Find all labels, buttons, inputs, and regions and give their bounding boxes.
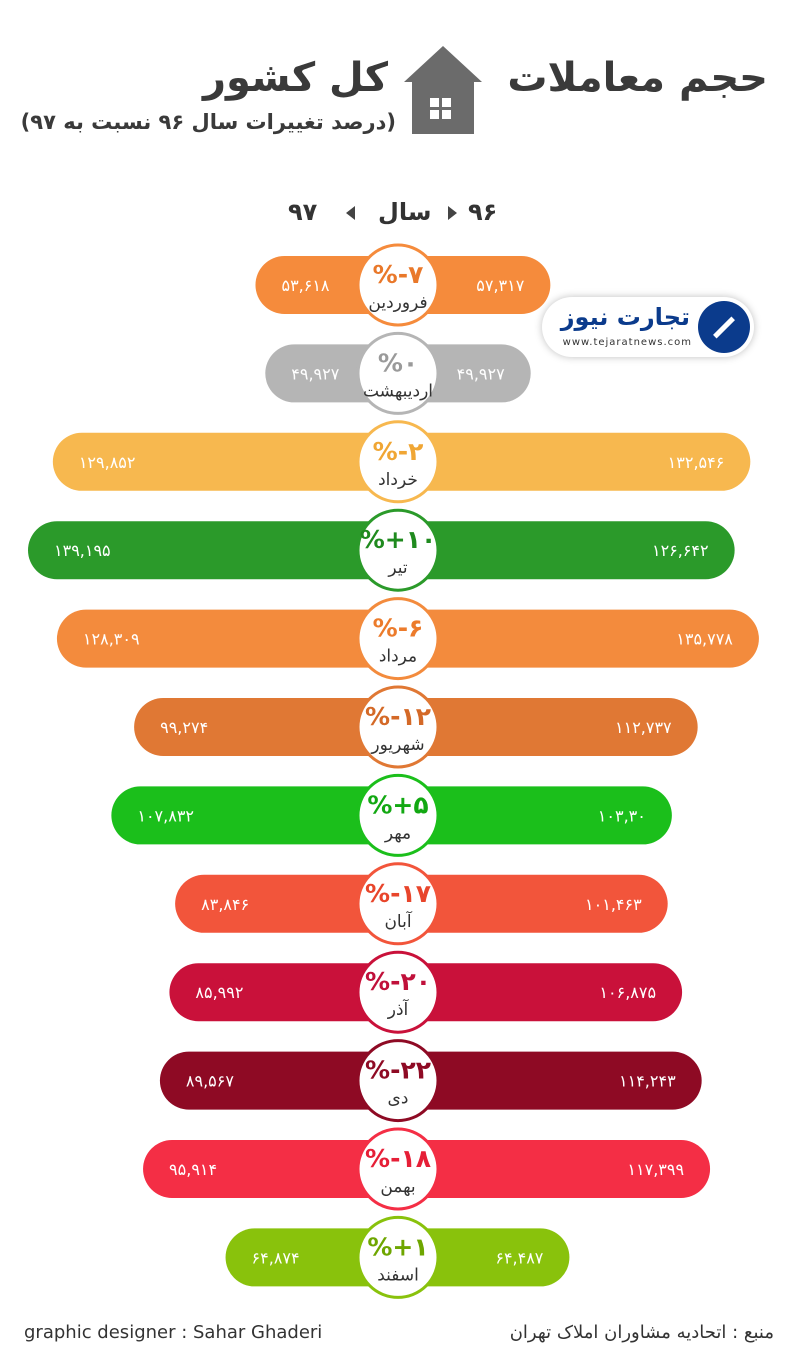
month-circle [356,243,440,327]
bar-97 [134,698,400,756]
value-97-label: ۸۳,۸۴۶ [201,895,249,914]
logo-name: تجارت نیوز [560,303,690,331]
month-label: مهر [384,823,411,843]
arrow-left-icon [346,206,355,220]
percent-change-label: %-۷ [373,260,424,289]
percent-change-label: %+۱۰ [360,525,437,554]
month-label: آذر [387,998,410,1020]
value-96-label: ۵۷,۳۱۷ [476,276,524,295]
arrow-right-icon [448,206,457,220]
month-circle [356,508,440,592]
month-label: تیر [387,558,408,578]
bar-96 [396,1228,570,1287]
year-caption: سال [378,198,432,226]
value-97-label: ۹۹,۲۷۴ [160,718,208,737]
bar-96 [396,609,759,668]
logo-url: www.tejaratnews.com [562,337,692,348]
page-title: حجم معاملات [507,55,768,101]
month-label: دی [388,1089,409,1109]
bar-97 [169,963,400,1022]
month-circle [356,1215,440,1299]
value-96-label: ۱۰۶,۸۷۵ [599,983,656,1002]
value-96-label: ۱۱۲,۷۳۷ [615,718,672,737]
bar-96 [396,874,668,933]
tejaratnews-logo: تجارت نیوز www.tejaratnews.com [542,297,754,357]
value-97-label: ۱۲۸,۳۰۹ [83,630,140,649]
percent-change-label: %-۶ [373,614,424,643]
percent-change-label: %-۲۰ [365,967,431,996]
page-subtitle: (درصد تغییرات سال ۹۶ نسبت به ۹۷) [20,110,396,134]
value-97-label: ۵۳,۶۱۸ [281,276,329,295]
value-97-label: ۶۴,۸۷۴ [252,1248,300,1267]
month-label: آبان [384,910,412,932]
month-label: اردیبهشت [363,381,433,401]
month-label: مرداد [379,647,417,667]
value-97-label: ۱۲۹,۸۵۲ [79,453,136,472]
bar-97 [225,1228,400,1287]
value-96-label: ۶۴,۴۸۷ [495,1248,543,1267]
source-credit: منبع : اتحادیه مشاوران املاک تهران [509,1322,774,1343]
month-circle [356,773,440,857]
bar-97 [28,521,400,580]
month-circle [356,950,440,1034]
percent-change-label: %-۲۲ [365,1056,431,1085]
bar-97 [175,874,400,933]
month-label: خرداد [378,470,418,490]
month-circle [356,597,440,681]
year-96-label: ۹۶ [468,198,498,226]
month-circle [356,1127,440,1211]
house-icon [404,46,482,134]
bar-96 [396,432,751,491]
bar-97 [159,1051,400,1110]
value-97-label: ۱۰۷,۸۳۲ [137,806,194,825]
value-96-label: ۱۳۵,۷۷۸ [676,630,733,649]
month-circle [356,331,440,415]
percent-change-label: %+۱ [367,1232,428,1261]
month-label: بهمن [380,1177,415,1197]
bar-96 [396,698,698,756]
value-96-label: ۱۰۳,۳۰ [598,806,646,825]
percent-change-label: %۰ [378,348,418,377]
bar-97 [52,432,400,491]
month-circle [356,685,440,769]
value-96-label: ۱۱۴,۲۴۳ [619,1072,676,1091]
month-circle [356,420,440,504]
value-97-label: ۸۹,۵۶۷ [186,1072,234,1091]
percent-change-label: %-۱۷ [365,879,431,908]
month-circle [356,1039,440,1123]
month-circle [356,862,440,946]
page-title-part2: کل کشور [203,55,388,101]
month-label: فروردین [368,293,427,313]
value-96-label: ۱۲۶,۶۴۲ [652,541,709,560]
designer-credit: graphic designer : Sahar Ghaderi [24,1322,323,1343]
bar-96 [396,521,735,580]
value-97-label: ۱۳۹,۱۹۵ [54,541,111,560]
value-96-label: ۱۰۱,۴۶۳ [585,895,642,914]
bar-96 [396,786,672,845]
percent-change-label: %-۲ [373,437,424,466]
percent-change-label: %-۱۸ [365,1144,431,1173]
logo-arrow-icon [698,301,750,353]
month-label: شهریور [370,735,424,755]
bar-96 [396,1051,702,1110]
value-96-label: ۴۹,۹۲۷ [457,364,505,383]
month-label: اسفند [377,1265,419,1285]
value-96-label: ۱۱۷,۳۹۹ [627,1160,684,1179]
value-97-label: ۸۵,۹۹۲ [195,983,243,1002]
bar-97 [56,609,401,668]
bar-96 [396,1140,711,1198]
bar-97 [143,1140,400,1198]
percent-change-label: %-۱۲ [365,702,431,731]
value-96-label: ۱۳۲,۵۴۶ [668,453,725,472]
value-97-label: ۹۵,۹۱۴ [169,1160,217,1179]
bar-96 [396,963,683,1022]
value-97-label: ۴۹,۹۲۷ [291,364,339,383]
bar-97 [111,786,401,845]
year-97-label: ۹۷ [288,198,318,226]
percent-change-label: %+۵ [367,790,428,819]
